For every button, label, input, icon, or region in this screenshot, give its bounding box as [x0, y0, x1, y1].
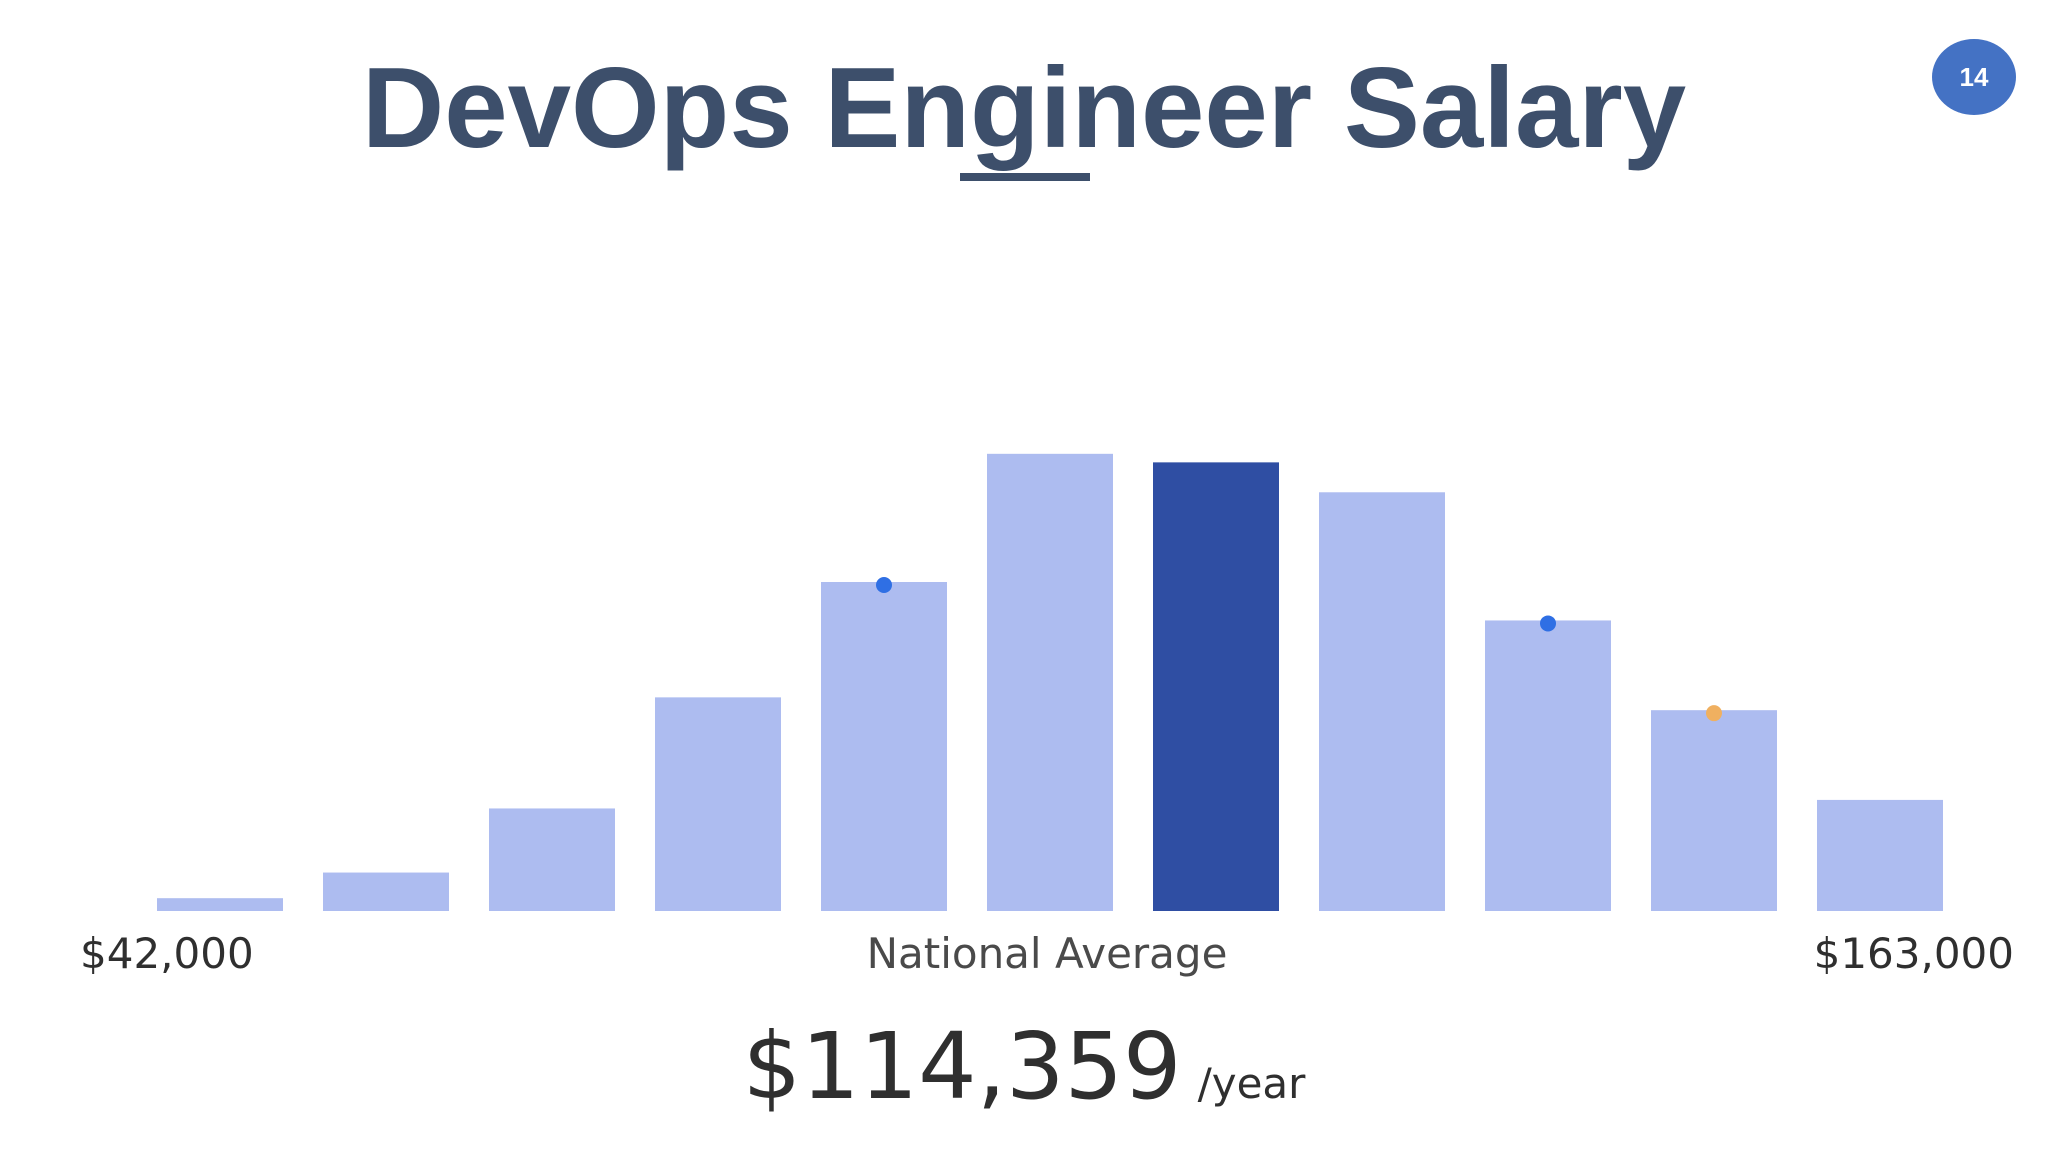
bar-5 [821, 582, 947, 911]
bar-9 [1485, 620, 1611, 911]
bar-4 [655, 697, 781, 911]
page-title: DevOps Engineer Salary [361, 45, 1687, 172]
bar-6 [987, 453, 1113, 911]
bar-3 [489, 808, 615, 911]
bar-national-average [1153, 462, 1279, 911]
bar-2 [323, 872, 449, 911]
bar-11 [1817, 799, 1943, 911]
slide-number-badge: 14 [1932, 39, 2016, 115]
bar-10 [1651, 710, 1777, 911]
bar-8 [1319, 492, 1445, 911]
bar-marker-dot-1 [876, 577, 892, 593]
markers-group [876, 577, 1722, 722]
bar-1 [157, 898, 283, 911]
national-average-caption: National Average [866, 929, 1228, 978]
average-salary-unit: /year [1197, 1059, 1306, 1108]
title-underline [960, 173, 1090, 181]
max-salary-label: $163,000 [1813, 929, 2014, 978]
min-salary-label: $42,000 [80, 929, 254, 978]
average-salary-value: $114,359 [742, 1013, 1182, 1120]
bar-marker-dot-2 [1540, 615, 1556, 632]
bar-marker-dot-3 [1706, 705, 1722, 722]
average-salary: $114,359/year [0, 1012, 2048, 1122]
bars-group [157, 453, 1943, 911]
